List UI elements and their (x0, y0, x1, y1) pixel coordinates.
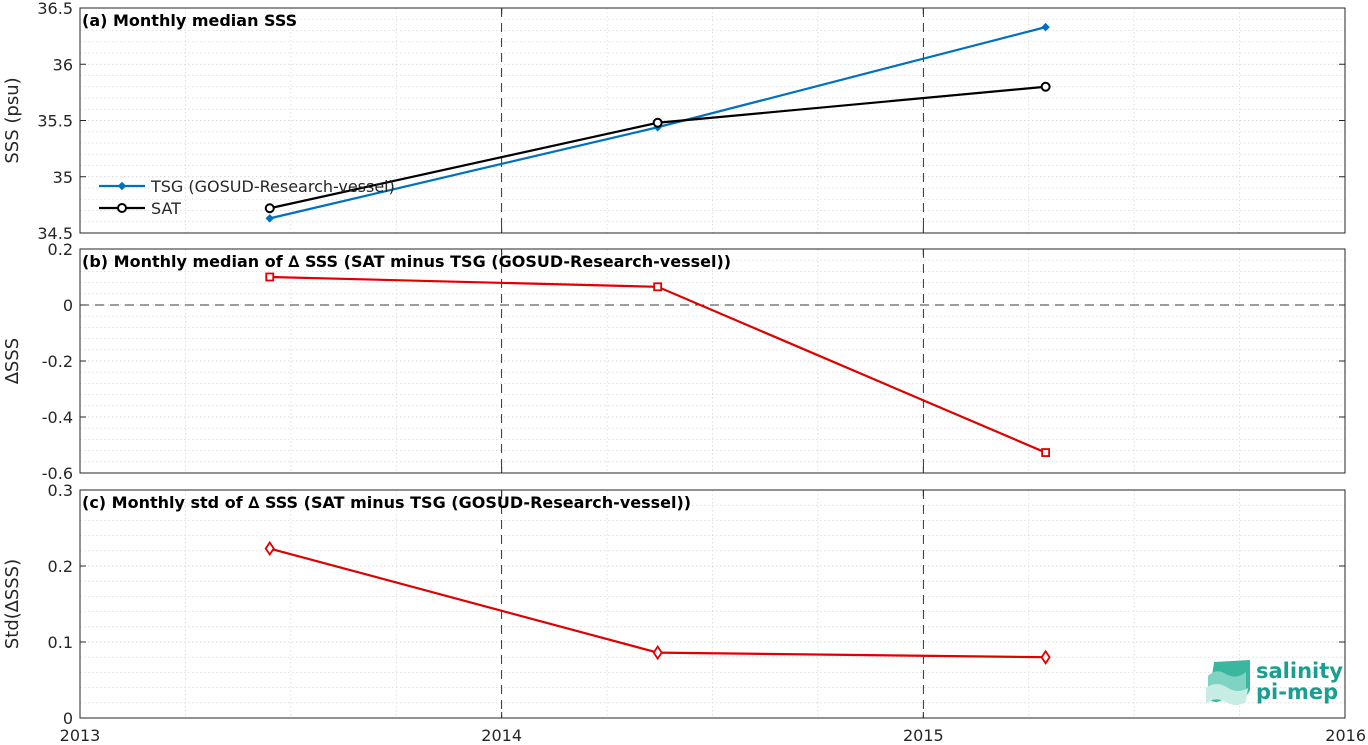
panel-a-title: (a) Monthly median SSS (82, 11, 297, 30)
panel-b-title: (b) Monthly median of ∆ SSS (SAT minus T… (82, 252, 731, 271)
data-point-marker (1041, 22, 1050, 32)
y-tick-label: 0.3 (48, 481, 73, 500)
x-axis-tick-labels: 2013 2014 2015 2016 (60, 726, 1366, 745)
y-tick-label: 0.2 (48, 557, 73, 576)
panel-b-median-delta-sss: -0.6 -0.4 -0.2 0 0.2 (b) Monthly median of ∆… (2, 240, 1346, 483)
y-tick-label: -0.4 (42, 408, 73, 427)
data-point-marker (1040, 649, 1051, 665)
y-tick-label: 0 (63, 709, 73, 728)
panel-c-std-delta-sss: 0 0.1 0.2 0.3 (c) Monthly std of ∆ SSS (SAT… (2, 481, 1346, 728)
y-tick-label: 35.5 (37, 112, 73, 131)
panel-a-ylabel: SSS (psu) (2, 77, 23, 163)
data-point-marker (1040, 81, 1051, 92)
y-tick-label: 0.1 (48, 633, 73, 652)
panel-c-ylabel: Std(∆SSS) (2, 559, 23, 649)
legend-sat-label: SAT (151, 199, 181, 218)
legend: TSG (GOSUD-Research-vessel) SAT (99, 177, 395, 218)
x-tick-label: 2015 (903, 726, 944, 745)
logo-line1: salinity (1256, 659, 1343, 683)
logo-line2: pi-mep (1256, 680, 1338, 704)
data-point-marker (653, 282, 663, 292)
legend-tsg-label: TSG (GOSUD-Research-vessel) (150, 177, 395, 196)
series-line-0 (269, 547, 1046, 659)
data-point-marker (265, 214, 274, 223)
y-tick-label: 35 (53, 168, 73, 187)
data-point-marker (265, 272, 275, 282)
axes-frame (79, 489, 1346, 719)
y-tick-label: 0 (63, 296, 73, 315)
data-point-marker (264, 203, 275, 214)
y-tick-label: 0.2 (48, 240, 73, 259)
legend-tsg-marker (117, 181, 127, 191)
data-point-marker (652, 645, 663, 661)
y-tick-label: 36.5 (37, 0, 73, 18)
data-point-marker (652, 117, 663, 128)
y-tick-label: 34.5 (37, 224, 73, 243)
x-tick-label: 2013 (60, 726, 101, 745)
x-tick-label: 2014 (481, 726, 522, 745)
y-tick-label: 36 (53, 55, 73, 74)
salinity-pi-mep-logo: salinity pi-mep (1206, 659, 1343, 705)
panel-c-title: (c) Monthly std of ∆ SSS (SAT minus TSG … (82, 493, 691, 512)
series-line-0 (269, 275, 1047, 454)
y-tick-label: -0.6 (42, 464, 73, 483)
data-point-marker (264, 540, 275, 557)
x-tick-label: 2016 (1325, 726, 1366, 745)
y-tick-label: -0.2 (42, 352, 73, 371)
data-point-marker (1041, 448, 1051, 457)
legend-sat-marker (117, 203, 127, 213)
logo-wave-shape-3 (1206, 684, 1248, 705)
panel-b-ylabel: ∆SSS (2, 338, 23, 385)
